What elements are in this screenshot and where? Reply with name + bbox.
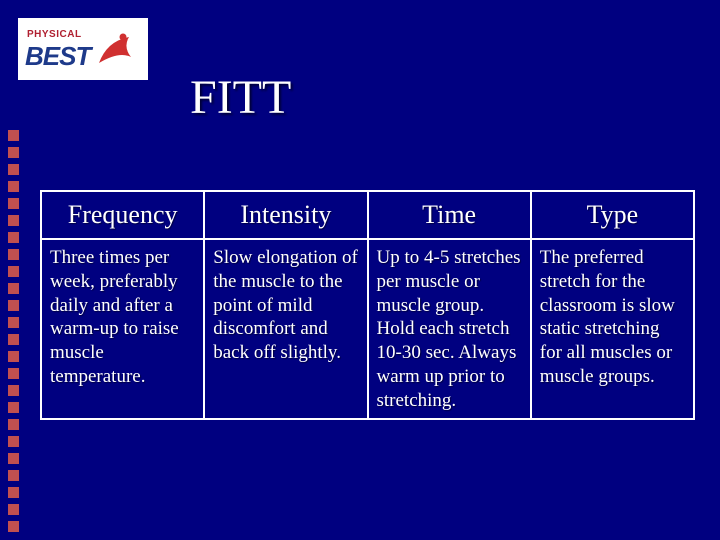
logo-text-physical: PHYSICAL bbox=[27, 29, 82, 40]
cell-frequency: Three times per week, preferably daily a… bbox=[41, 239, 204, 419]
col-header-intensity: Intensity bbox=[204, 191, 367, 239]
cell-type: The preferred stretch for the classroom … bbox=[531, 239, 694, 419]
decorative-squares bbox=[8, 130, 30, 532]
runner-swoosh-icon bbox=[93, 27, 137, 71]
logo-text-best: BEST bbox=[25, 41, 90, 72]
table-header-row: Frequency Intensity Time Type bbox=[41, 191, 694, 239]
cell-intensity: Slow elongation of the muscle to the poi… bbox=[204, 239, 367, 419]
fitt-table: Frequency Intensity Time Type Three time… bbox=[40, 190, 695, 420]
table-row: Three times per week, preferably daily a… bbox=[41, 239, 694, 419]
col-header-type: Type bbox=[531, 191, 694, 239]
cell-time: Up to 4-5 stretches per muscle or muscle… bbox=[368, 239, 531, 419]
slide-title: FITT bbox=[190, 70, 291, 125]
col-header-time: Time bbox=[368, 191, 531, 239]
physical-best-logo: PHYSICAL BEST bbox=[18, 18, 148, 80]
col-header-frequency: Frequency bbox=[41, 191, 204, 239]
